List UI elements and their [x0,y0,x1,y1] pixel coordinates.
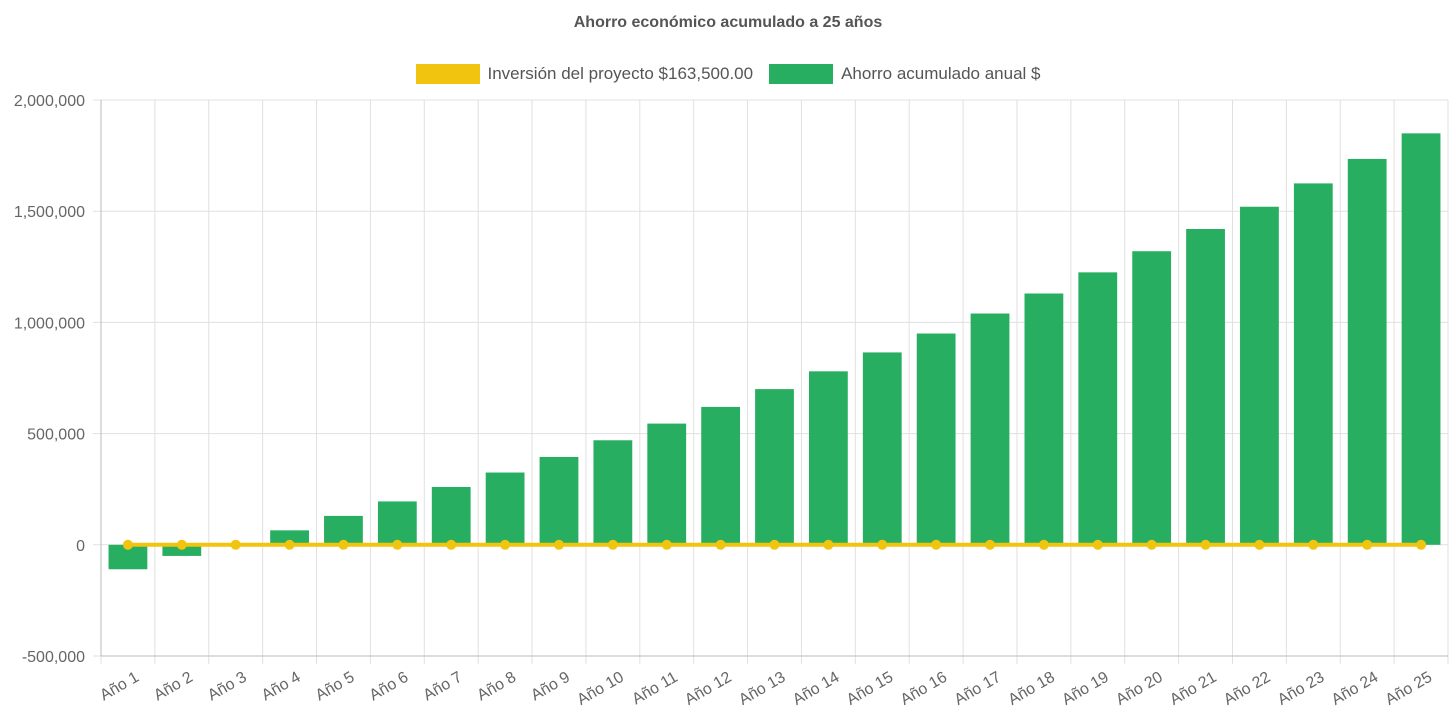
point-inversion-20 [1146,539,1157,550]
point-inversion-15 [877,539,888,550]
point-inversion-2 [176,539,187,550]
x-tick-label: Año 7 [421,669,466,705]
point-inversion-13 [769,539,780,550]
bar-ahorro-24 [1347,158,1387,545]
legend-swatch-investment [415,64,480,84]
bar-ahorro-21 [1186,228,1225,545]
point-inversion-25 [1416,539,1427,550]
chart-title: Ahorro económico acumulado a 25 años [573,14,883,31]
bar-ahorro-23 [1293,183,1333,545]
x-tick-label: Año 1 [97,669,142,705]
y-tick-label: 0 [76,538,85,555]
bar-ahorro-22 [1240,206,1279,545]
x-tick-label: Año 8 [474,669,519,705]
x-tick-label: Año 9 [528,669,573,705]
point-inversion-17 [985,539,996,550]
bar-ahorro-2 [162,544,202,556]
x-tick-label: Año 22 [1221,669,1274,709]
legend-item-investment[interactable]: Inversión del proyecto $163,500.00 [415,64,754,84]
point-inversion-24 [1362,539,1373,550]
bar-ahorro-20 [1132,251,1172,545]
x-tick-label: Año 11 [629,669,680,709]
bar-ahorro-11 [647,423,687,545]
bar-ahorro-10 [593,440,633,545]
point-inversion-21 [1200,539,1211,550]
x-tick-label: Año 5 [313,669,358,705]
bar-ahorro-25 [1401,133,1441,545]
x-tick-label: Año 10 [574,669,627,709]
bar-ahorro-9 [539,456,579,545]
bar-ahorro-12 [701,406,741,545]
point-inversion-1 [122,539,133,550]
x-tick-label: Año 18 [1005,669,1058,709]
bar-ahorro-14 [808,371,848,545]
point-inversion-6 [392,539,403,550]
bar-ahorro-6 [377,501,417,545]
x-tick-label: Año 17 [952,669,1005,709]
point-inversion-22 [1254,539,1265,550]
bar-ahorro-8 [485,472,525,545]
x-tick-label: Año 16 [898,669,951,709]
x-tick-label: Año 19 [1059,669,1112,709]
point-inversion-16 [931,539,942,550]
point-inversion-10 [607,539,618,550]
point-inversion-8 [500,539,511,550]
bar-ahorro-18 [1024,293,1064,545]
x-tick-label: Año 21 [1167,669,1220,709]
legend-label-savings: Ahorro acumulado anual $ [841,64,1041,83]
x-tick-label: Año 20 [1113,669,1166,709]
point-inversion-12 [715,539,726,550]
x-tick-label: Año 6 [367,669,412,705]
point-inversion-5 [338,539,349,550]
bar-ahorro-17 [970,313,1010,545]
y-tick-label: 500,000 [27,427,85,444]
point-inversion-23 [1308,539,1319,550]
y-tick-label: -500,000 [22,649,85,666]
bar-ahorro-19 [1078,272,1118,545]
chart-legend: Inversión del proyecto $163,500.00 Ahorr… [0,64,1456,84]
bar-ahorro-4 [270,530,309,545]
x-tick-label: Año 4 [259,669,304,705]
x-tick-label: Año 24 [1329,669,1382,709]
y-tick-label: 1,500,000 [14,204,85,221]
bar-ahorro-15 [862,352,902,545]
point-inversion-11 [661,539,672,550]
x-tick-label: Año 25 [1383,669,1436,709]
point-inversion-7 [446,539,457,550]
x-tick-label: Año 12 [682,669,735,709]
x-tick-label: Año 13 [736,669,789,709]
x-tick-label: Año 14 [790,669,843,709]
bar-ahorro-13 [755,389,794,545]
legend-label-investment: Inversión del proyecto $163,500.00 [487,64,754,83]
point-inversion-18 [1038,539,1049,550]
legend-item-savings[interactable]: Ahorro acumulado anual $ [769,64,1041,84]
y-tick-label: 2,000,000 [14,93,85,110]
x-tick-label: Año 3 [205,669,250,705]
x-tick-label: Año 15 [844,669,897,709]
point-inversion-19 [1092,539,1103,550]
point-inversion-9 [553,539,564,550]
point-inversion-3 [230,539,241,550]
bar-ahorro-7 [431,486,471,545]
point-inversion-14 [823,539,834,550]
legend-swatch-savings [769,64,834,84]
bar-ahorro-16 [916,333,956,545]
y-tick-label: 1,000,000 [14,315,85,332]
x-tick-label: Año 2 [151,669,196,705]
point-inversion-4 [284,539,295,550]
x-tick-label: Año 23 [1275,669,1328,709]
